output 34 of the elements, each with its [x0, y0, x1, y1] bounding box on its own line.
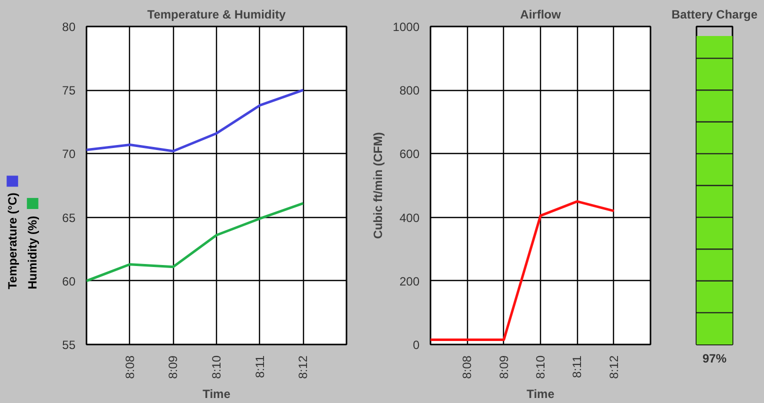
x-tick-label: 8:12	[606, 355, 621, 379]
x-tick-label: 8:10	[534, 355, 548, 379]
y-tick-label: 600	[399, 147, 420, 162]
y-tick-label: 80	[62, 20, 76, 34]
y-tick-label: 75	[62, 84, 76, 98]
text: Battery Charge	[671, 8, 758, 22]
x-tick-label: 8:11	[570, 355, 584, 378]
y-tick-label: 60	[62, 274, 76, 288]
y-tick-label: 800	[399, 84, 420, 98]
data-label: 97%	[702, 352, 727, 366]
y-tick-label: 70	[62, 147, 76, 162]
legend-label: Temperature (°C)	[5, 192, 20, 290]
y-tick-label: 55	[62, 338, 76, 352]
x-tick-label: 8:08	[460, 355, 474, 379]
x-tick-label: 8:09	[496, 355, 511, 379]
chart-title: Temperature & Humidity	[147, 8, 286, 22]
legend-label: Humidity (%)	[26, 216, 40, 290]
chart-title: Airflow	[520, 8, 562, 22]
x-tick-label: 8:11	[252, 355, 267, 378]
y-tick-label: 400	[399, 210, 420, 225]
y-tick-label: 200	[399, 274, 420, 288]
line-series	[86, 88, 304, 152]
y-tick-label: 65	[62, 210, 76, 225]
line-series	[86, 202, 304, 282]
x-tick-label: 8:12	[296, 355, 310, 379]
x-axis-title: Time	[202, 386, 231, 401]
x-tick-label: 8:09	[166, 355, 180, 379]
x-tick-label: 8:08	[122, 355, 137, 379]
y-tick-label: 0	[412, 338, 420, 352]
y-tick-label: 1000	[392, 20, 420, 34]
x-axis-title: Time	[526, 386, 555, 401]
line-series	[430, 200, 616, 341]
x-tick-label: 8:10	[210, 355, 224, 379]
y-axis-title: Cubic ft/min (CFM)	[370, 132, 385, 239]
